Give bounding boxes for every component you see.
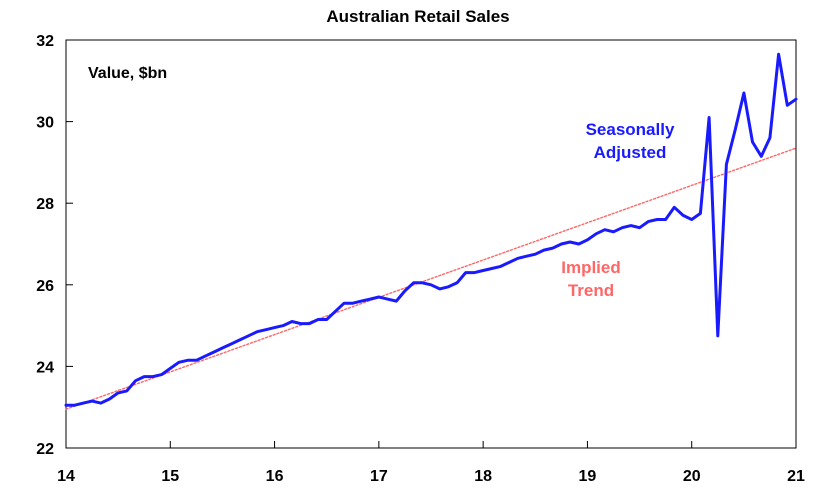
y-unit-label: Value, $bn bbox=[88, 65, 167, 82]
x-tick-label: 16 bbox=[266, 468, 284, 485]
x-tick-label: 14 bbox=[57, 468, 75, 485]
seasonally-adjusted-line bbox=[64, 52, 798, 407]
y-tick-label: 26 bbox=[36, 278, 54, 295]
x-tick-label: 17 bbox=[370, 468, 388, 485]
plot-area-border bbox=[65, 39, 797, 449]
x-tick-label: 21 bbox=[787, 468, 805, 485]
annotation-line: Implied bbox=[561, 258, 621, 277]
y-tick-label: 22 bbox=[36, 441, 54, 458]
y-axis: 22 24 26 28 30 32 bbox=[36, 33, 73, 458]
y-tick-label: 30 bbox=[36, 115, 54, 132]
series-layer bbox=[64, 52, 798, 410]
implied-trend-line bbox=[65, 147, 797, 410]
x-tick-label: 19 bbox=[579, 468, 597, 485]
x-tick-label: 18 bbox=[474, 468, 492, 485]
annotation-line: Adjusted bbox=[594, 143, 667, 162]
annotation-line: Trend bbox=[568, 281, 614, 300]
annotation-line: Seasonally bbox=[586, 120, 675, 139]
implied-trend-annotation: Implied Trend bbox=[561, 258, 621, 300]
x-tick-label: 15 bbox=[161, 468, 179, 485]
x-tick-label: 20 bbox=[683, 468, 701, 485]
chart-title: Australian Retail Sales bbox=[326, 7, 509, 26]
y-tick-label: 32 bbox=[36, 33, 54, 50]
y-tick-label: 24 bbox=[36, 359, 54, 376]
series-annotations: Seasonally Adjusted Implied Trend bbox=[561, 120, 675, 300]
seasonally-adjusted-annotation: Seasonally Adjusted bbox=[586, 120, 675, 162]
x-axis: 14 15 16 17 18 19 20 21 bbox=[57, 441, 805, 485]
y-tick-label: 28 bbox=[36, 196, 54, 213]
